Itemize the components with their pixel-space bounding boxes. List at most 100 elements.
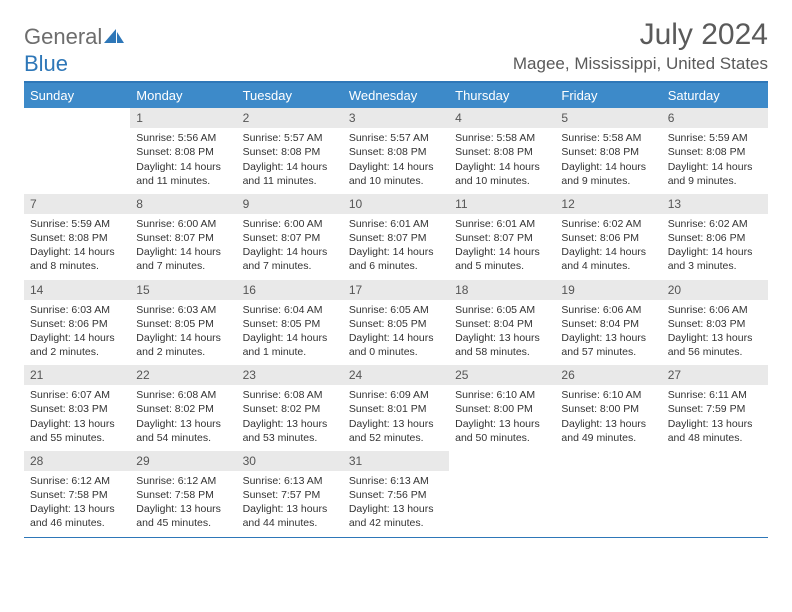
day-detail-cell: Sunrise: 5:58 AMSunset: 8:08 PMDaylight:… [555,128,661,194]
daylight-text: and 7 minutes. [136,259,230,273]
sunrise-text: Sunrise: 6:00 AM [136,217,230,231]
day-detail-cell: Sunrise: 6:00 AMSunset: 8:07 PMDaylight:… [130,214,236,280]
day-detail-cell: Sunrise: 6:08 AMSunset: 8:02 PMDaylight:… [130,385,236,451]
day-detail-cell: Sunrise: 6:02 AMSunset: 8:06 PMDaylight:… [555,214,661,280]
daylight-text: and 10 minutes. [455,174,549,188]
day-number-cell: 7 [24,194,130,214]
sunrise-text: Sunrise: 6:08 AM [136,388,230,402]
day-detail-row: Sunrise: 5:56 AMSunset: 8:08 PMDaylight:… [24,128,768,194]
bottom-rule [24,537,768,538]
sunrise-text: Sunrise: 6:03 AM [30,303,124,317]
day-detail-cell [24,128,130,194]
daylight-text: and 44 minutes. [243,516,337,530]
day-number-cell [449,451,555,471]
sunset-text: Sunset: 7:57 PM [243,488,337,502]
sunset-text: Sunset: 8:03 PM [668,317,762,331]
day-number-cell: 31 [343,451,449,471]
sunrise-text: Sunrise: 5:58 AM [455,131,549,145]
day-detail-cell: Sunrise: 6:10 AMSunset: 8:00 PMDaylight:… [555,385,661,451]
daylight-text: Daylight: 14 hours [243,331,337,345]
day-detail-cell: Sunrise: 6:01 AMSunset: 8:07 PMDaylight:… [343,214,449,280]
daylight-text: Daylight: 13 hours [455,331,549,345]
day-number-cell: 21 [24,365,130,385]
day-detail-row: Sunrise: 5:59 AMSunset: 8:08 PMDaylight:… [24,214,768,280]
day-number: 17 [349,283,362,297]
day-detail-row: Sunrise: 6:07 AMSunset: 8:03 PMDaylight:… [24,385,768,451]
day-number: 23 [243,368,256,382]
daylight-text: Daylight: 13 hours [349,502,443,516]
daylight-text: Daylight: 14 hours [668,160,762,174]
sunrise-text: Sunrise: 6:08 AM [243,388,337,402]
sunrise-text: Sunrise: 6:13 AM [349,474,443,488]
day-number: 24 [349,368,362,382]
daylight-text: and 4 minutes. [561,259,655,273]
daylight-text: Daylight: 14 hours [349,245,443,259]
day-number-row: 21222324252627 [24,365,768,385]
sunrise-text: Sunrise: 6:11 AM [668,388,762,402]
day-detail-cell: Sunrise: 5:59 AMSunset: 8:08 PMDaylight:… [662,128,768,194]
day-number: 25 [455,368,468,382]
day-number: 20 [668,283,681,297]
daylight-text: Daylight: 14 hours [30,331,124,345]
day-number-cell: 26 [555,365,661,385]
page-header: General Blue July 2024 Magee, Mississipp… [24,18,768,77]
sunset-text: Sunset: 8:05 PM [243,317,337,331]
day-number-cell: 10 [343,194,449,214]
day-number-cell [24,108,130,128]
sunset-text: Sunset: 8:06 PM [561,231,655,245]
day-number: 31 [349,454,362,468]
daylight-text: and 10 minutes. [349,174,443,188]
day-detail-cell: Sunrise: 6:05 AMSunset: 8:05 PMDaylight:… [343,300,449,366]
sunset-text: Sunset: 8:07 PM [136,231,230,245]
daylight-text: and 50 minutes. [455,431,549,445]
day-number: 3 [349,111,356,125]
day-detail-cell: Sunrise: 6:08 AMSunset: 8:02 PMDaylight:… [237,385,343,451]
sunset-text: Sunset: 8:08 PM [136,145,230,159]
sunrise-text: Sunrise: 6:12 AM [30,474,124,488]
day-detail-cell: Sunrise: 6:00 AMSunset: 8:07 PMDaylight:… [237,214,343,280]
sunset-text: Sunset: 8:05 PM [136,317,230,331]
day-detail-cell [449,471,555,537]
day-number-cell: 4 [449,108,555,128]
daylight-text: and 58 minutes. [455,345,549,359]
sunrise-text: Sunrise: 6:05 AM [349,303,443,317]
sunrise-text: Sunrise: 6:13 AM [243,474,337,488]
daylight-text: Daylight: 13 hours [455,417,549,431]
day-number: 26 [561,368,574,382]
day-number-cell: 16 [237,280,343,300]
daylight-text: and 11 minutes. [136,174,230,188]
day-detail-cell [662,471,768,537]
day-detail-cell: Sunrise: 6:06 AMSunset: 8:04 PMDaylight:… [555,300,661,366]
sunrise-text: Sunrise: 6:00 AM [243,217,337,231]
sunrise-text: Sunrise: 6:06 AM [561,303,655,317]
day-detail-cell: Sunrise: 6:07 AMSunset: 8:03 PMDaylight:… [24,385,130,451]
daylight-text: and 3 minutes. [668,259,762,273]
day-detail-cell: Sunrise: 6:04 AMSunset: 8:05 PMDaylight:… [237,300,343,366]
sunset-text: Sunset: 8:08 PM [30,231,124,245]
daylight-text: and 9 minutes. [561,174,655,188]
sunrise-text: Sunrise: 5:56 AM [136,131,230,145]
day-detail-cell: Sunrise: 6:03 AMSunset: 8:05 PMDaylight:… [130,300,236,366]
sunset-text: Sunset: 8:03 PM [30,402,124,416]
daylight-text: and 54 minutes. [136,431,230,445]
sunrise-text: Sunrise: 5:57 AM [349,131,443,145]
day-detail-cell: Sunrise: 6:10 AMSunset: 8:00 PMDaylight:… [449,385,555,451]
sunset-text: Sunset: 8:00 PM [455,402,549,416]
daylight-text: and 1 minute. [243,345,337,359]
sunset-text: Sunset: 8:08 PM [349,145,443,159]
day-detail-cell: Sunrise: 5:57 AMSunset: 8:08 PMDaylight:… [237,128,343,194]
day-detail-row: Sunrise: 6:12 AMSunset: 7:58 PMDaylight:… [24,471,768,537]
sunset-text: Sunset: 8:06 PM [30,317,124,331]
day-number: 9 [243,197,250,211]
day-number: 14 [30,283,43,297]
daylight-text: and 56 minutes. [668,345,762,359]
day-number-cell: 17 [343,280,449,300]
sunrise-text: Sunrise: 6:12 AM [136,474,230,488]
day-number: 29 [136,454,149,468]
day-detail-cell: Sunrise: 5:56 AMSunset: 8:08 PMDaylight:… [130,128,236,194]
daylight-text: Daylight: 13 hours [243,417,337,431]
sunrise-text: Sunrise: 6:06 AM [668,303,762,317]
sunset-text: Sunset: 7:56 PM [349,488,443,502]
day-number: 27 [668,368,681,382]
daylight-text: and 2 minutes. [30,345,124,359]
